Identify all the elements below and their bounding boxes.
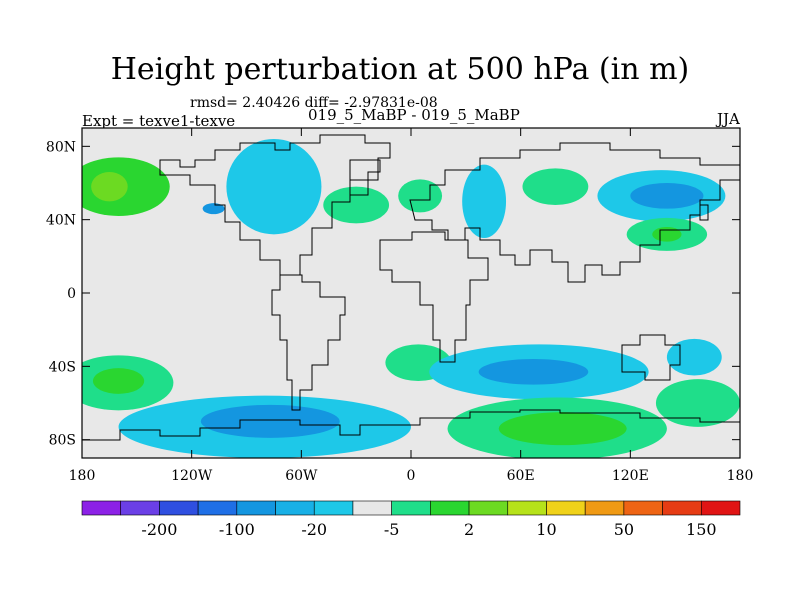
colorbar-label: -200 [141,520,177,539]
anomaly-region-central-asia-green [522,168,589,206]
colorbar-swatch [700,500,741,516]
colorbar-label: -5 [384,520,400,539]
colorbar-swatch [81,500,122,516]
x-tick-label: 180 [69,468,96,484]
map-plot-area [81,127,741,459]
anomaly-region-southern-indian-blue-core [478,359,589,385]
coast-south-america [271,274,346,411]
coast-australia [621,334,681,381]
colorbar-swatch [468,500,509,516]
x-tick-label: 60W [285,468,318,484]
colorbar-label: -100 [219,520,255,539]
colorbar-swatch [430,500,470,516]
season-label: JJA [717,110,740,128]
y-tick-label: 80S [49,433,76,449]
colorbar-swatch [275,500,315,516]
y-tick-label: 0 [67,286,76,302]
colorbar: -200 -100 -20 -5 2 10 50 150 [81,500,741,539]
x-tick-label: 60E [507,468,535,484]
colorbar-swatch [662,500,702,516]
anomaly-region-north-pacific-east-blue-core [630,183,704,209]
colorbar-swatch [391,500,431,516]
colorbar-swatch [236,500,276,516]
x-tick-label: 180 [727,468,754,484]
colorbar-swatch [159,500,199,516]
coast-eurasia [409,142,740,283]
stats-text: rmsd= 2.40426 diff= -2.97831e-08 [190,95,438,111]
colorbar-swatch [546,500,586,516]
colorbar-label: 50 [614,520,634,539]
anomaly-region-north-america-blue-core [202,203,225,215]
experiment-label: Expt = texve1-texve [82,112,236,130]
anomaly-region-north-pacific-green-core [91,172,128,202]
anomaly-region-north-america-blue [226,139,322,235]
colorbar-swatch [313,500,354,516]
anomaly-region-antarctic-green-core [498,412,627,446]
colorbar-swatch [623,500,663,516]
anomaly-region-siberia-blue [462,164,507,238]
anomaly-region-ross-sea-green [655,379,740,427]
chart-title: Height perturbation at 500 hPa (in m) [110,52,690,87]
coast-africa [379,231,489,363]
colorbar-label: 150 [686,520,717,539]
colorbar-swatch [120,500,160,516]
coast-antarctica [82,409,740,441]
colorbar-swatch [584,500,625,516]
y-tick-label: 80N [46,139,76,155]
coast-greenland [349,159,381,196]
y-tick-label: 40N [46,213,76,229]
colorbar-label: 2 [464,520,474,539]
x-axis: 180 120W 60W 0 60E 120E 180 [69,128,754,484]
coast-japan [699,204,709,221]
anomaly-region-australia-blue [666,338,722,376]
colorbar-swatch [507,500,547,516]
anomaly-region-south-pacific-west-green-core [92,368,145,394]
colorbar-label: -20 [301,520,327,539]
case-pair-label: 019_5_MaBP - 019_5_MaBP [308,106,520,124]
anomaly-region-southern-ocean-blue-core [200,404,340,438]
x-tick-label: 0 [407,468,416,484]
coastlines [82,134,740,441]
colorbar-label: 10 [536,520,556,539]
x-tick-label: 120W [171,468,213,484]
anomaly-region-north-atlantic-green [323,186,390,224]
anomaly-region-japan-green-core [652,227,682,242]
y-axis: 80N 40N 0 40S 80S [46,139,740,449]
colorbar-swatch [352,500,392,516]
y-tick-label: 40S [49,359,76,375]
x-tick-label: 120E [612,468,649,484]
colorbar-swatch [197,500,238,516]
anomaly-region-europe-green [398,179,443,213]
